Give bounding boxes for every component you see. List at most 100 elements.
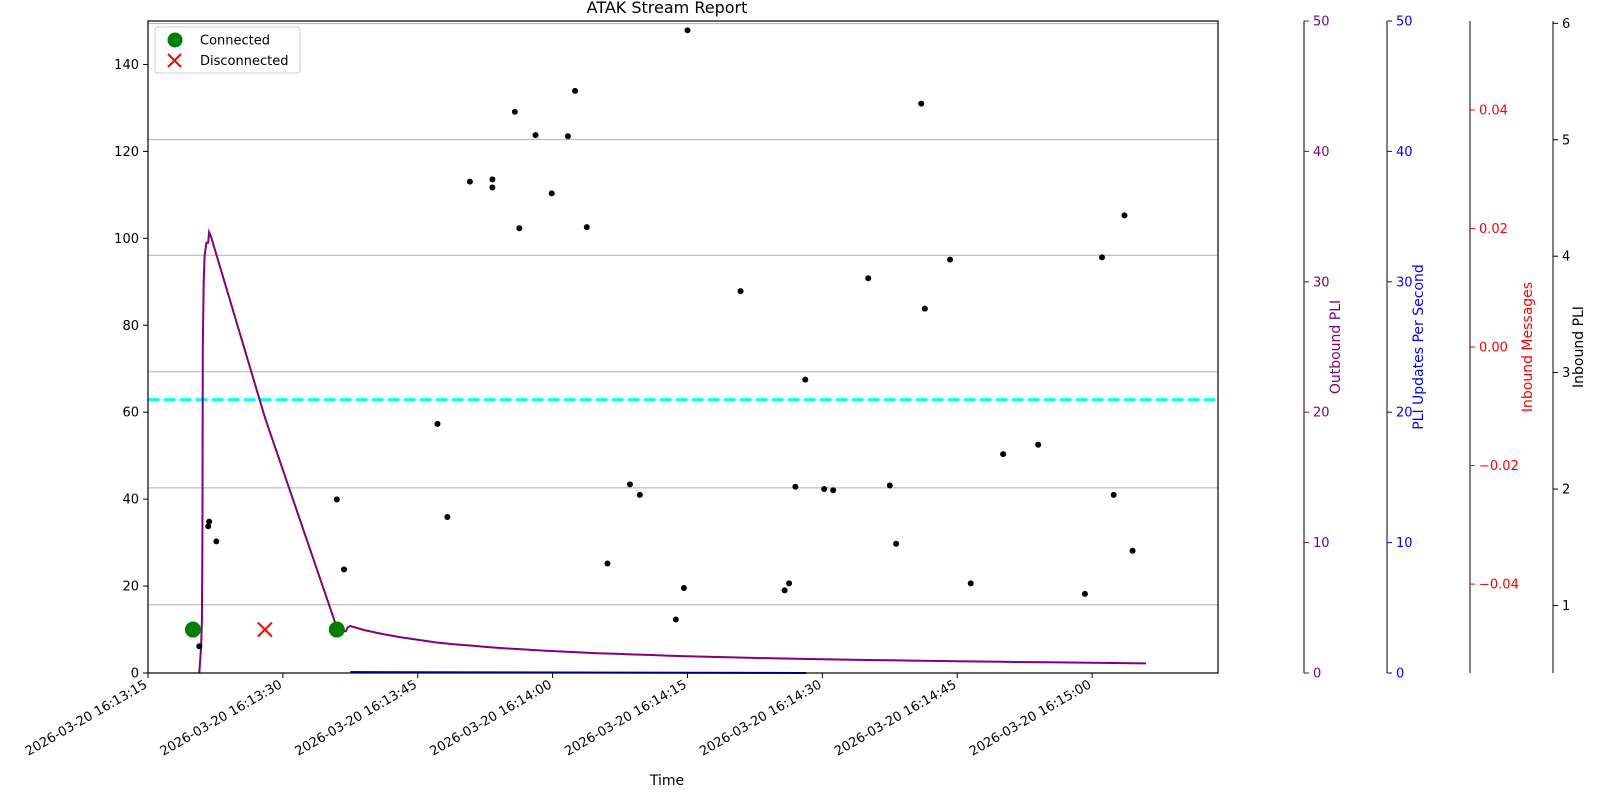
inbound-pli-point [680, 585, 687, 592]
x-tick-label: 2026-03-20 16:13:30 [158, 677, 285, 759]
inbound-pli-point [516, 225, 523, 232]
inbound-pli-axis-label: Inbound PLI [1571, 306, 1587, 388]
pli-updates-per-second-tick-label: 30 [1396, 275, 1413, 290]
marker-layer [184, 621, 345, 638]
inbound-pli-point [865, 275, 872, 282]
inbound-pli-point [786, 580, 793, 587]
inbound-pli-point [489, 176, 496, 183]
x-axis-label: Time [649, 773, 684, 789]
inbound-pli-point [213, 538, 220, 545]
disconnected-marker [257, 621, 273, 638]
x-axis: 2026-03-20 16:13:15 2026-03-20 16:13:30 20… [23, 673, 1094, 760]
inbound-pli-point [604, 560, 611, 567]
y-left-tick-label: 120 [114, 145, 139, 160]
plot-frame [147, 20, 1219, 674]
inbound-pli-point [830, 487, 837, 494]
inbound-pli-point [802, 376, 809, 383]
inbound-pli-point [893, 540, 900, 547]
inbound-pli-point [572, 87, 579, 94]
inbound-pli-point [821, 486, 828, 493]
y-left-tick-label: 0 [131, 667, 139, 682]
pli-updates-per-second-tick-label: 20 [1396, 406, 1413, 421]
inbound-pli-point [1099, 254, 1106, 261]
inbound-pli-point [1129, 547, 1136, 554]
inbound-messages-tick-label: 0.00 [1479, 341, 1508, 356]
inbound-pli-tick-label: 6 [1562, 17, 1570, 32]
y-left-tick-label: 80 [122, 319, 139, 334]
series-layer [196, 27, 1147, 674]
connected-marker [184, 621, 201, 638]
inbound-pli-point [434, 420, 441, 427]
inbound-messages-tick-label: −0.04 [1479, 578, 1519, 593]
inbound-pli-point [1035, 441, 1042, 448]
inbound-messages-tick-label: −0.02 [1479, 459, 1519, 474]
inbound-pli-point [511, 108, 518, 115]
inbound-messages-tick-label: 0.02 [1479, 222, 1508, 237]
inbound-pli-point [921, 305, 928, 312]
x-tick-label: 2026-03-20 16:13:45 [293, 677, 420, 759]
inbound-pli-tick-label: 2 [1562, 483, 1570, 498]
inbound-pli-point [333, 496, 340, 503]
y-left-tick-label: 60 [122, 406, 139, 421]
inbound-pli-tick-label: 3 [1562, 366, 1570, 381]
inbound-pli-point [886, 482, 893, 489]
inbound-pli-point [583, 224, 590, 231]
outbound-pli-line [198, 228, 1147, 674]
inbound-pli-point [1110, 491, 1117, 498]
inbound-pli-tick-label: 1 [1562, 599, 1570, 614]
legend-connected-marker [167, 32, 183, 48]
x-tick-label: 2026-03-20 16:15:00 [967, 677, 1094, 759]
y-left-tick-label: 40 [122, 493, 139, 508]
outbound-pli-axis-label: Outbound PLI [1328, 300, 1344, 394]
outbound-pli-tick-label: 40 [1313, 145, 1330, 160]
inbound-pli-point [781, 587, 788, 594]
inbound-pli-point [684, 27, 691, 34]
inbound-pli-point [1000, 451, 1007, 458]
legend-disconnected-label: Disconnected [200, 54, 288, 69]
disconnected-marker-stroke [257, 621, 273, 638]
y-left-tick-label: 20 [122, 580, 139, 595]
chart-title: ATAK Stream Report [587, 0, 748, 17]
inbound-pli-point [792, 483, 799, 490]
inbound-pli-point [626, 481, 633, 488]
inbound-pli-point [1121, 212, 1128, 219]
outbound-pli-tick-label: 30 [1313, 275, 1330, 290]
x-tick-label: 2026-03-20 16:13:15 [23, 677, 150, 759]
x-tick-label: 2026-03-20 16:14:00 [428, 677, 555, 759]
inbound-pli-point [967, 580, 974, 587]
pli-updates-per-second-tick-label: 0 [1396, 667, 1404, 682]
legend-box [154, 26, 301, 74]
outbound-pli-tick-label: 50 [1313, 15, 1330, 30]
pli-updates-per-second-tick-label: 10 [1396, 536, 1413, 551]
x-tick-label: 2026-03-20 16:14:45 [832, 677, 959, 759]
inbound-pli-point [564, 133, 571, 140]
inbound-pli-point [1081, 590, 1088, 597]
inbound-messages-tick-label: 0.04 [1479, 103, 1508, 118]
inbound-pli-point [548, 190, 555, 197]
pli-updates-per-second-tick-label: 50 [1396, 15, 1413, 30]
connected-marker [328, 621, 345, 638]
inbound-pli-point [947, 256, 954, 263]
y-left-tick-label: 140 [114, 58, 139, 73]
y-axis-left: 0 20 40 60 80 100 120 140 [114, 58, 148, 682]
outbound-pli-tick-label: 20 [1313, 406, 1330, 421]
legend-disconnected-marker [167, 53, 182, 68]
grid-lines [148, 23, 1218, 606]
legend-connected-label: Connected [200, 34, 270, 49]
inbound-pli-point [341, 566, 348, 573]
inbound-pli-point [444, 513, 451, 520]
inbound-messages-axis-label: Inbound Messages [1520, 282, 1536, 412]
outbound-pli-tick-label: 0 [1313, 667, 1321, 682]
inbound-pli-point [196, 643, 203, 650]
inbound-pli-point [489, 184, 496, 191]
pli-updates-per-second-tick-label: 40 [1396, 145, 1413, 160]
inbound-pli-point [672, 616, 679, 623]
legend: Connected Disconnected [154, 26, 301, 74]
y-left-tick-label: 100 [114, 232, 139, 247]
inbound-pli-tick-label: 5 [1562, 133, 1570, 148]
outbound-pli-tick-label: 10 [1313, 536, 1330, 551]
inbound-pli-point [206, 518, 213, 525]
inbound-pli-point [737, 288, 744, 295]
